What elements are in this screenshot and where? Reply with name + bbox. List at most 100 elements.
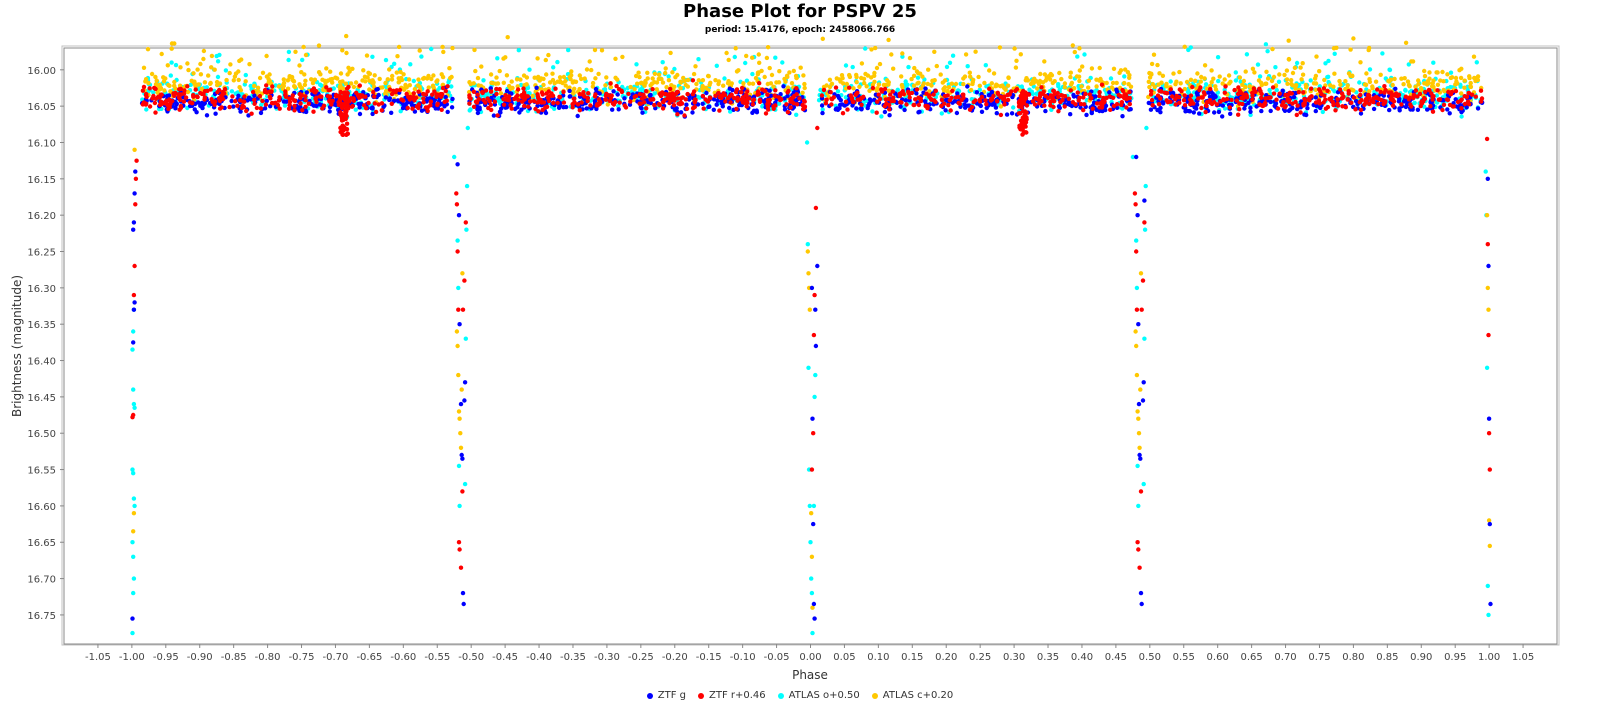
data-point [340,79,345,84]
data-point [970,81,975,87]
data-point [679,101,685,106]
data-point [1062,104,1067,109]
data-point [1259,103,1265,108]
eclipse-point [1484,136,1490,142]
data-point [1030,78,1035,84]
data-point [783,79,788,84]
data-point [1186,47,1191,53]
data-point [673,91,679,97]
data-point [157,82,162,88]
data-point [241,104,247,110]
data-point [1203,109,1208,115]
data-point [398,69,403,75]
data-point [788,105,793,110]
data-point [394,70,399,75]
data-point [870,85,876,91]
data-point [717,108,722,113]
data-point [797,96,802,101]
data-point [776,95,782,100]
data-point [178,105,184,111]
data-point [300,57,305,63]
data-point [1090,106,1095,111]
data-point [170,98,175,104]
data-point [1294,112,1300,118]
data-point [971,99,976,105]
data-point [873,45,878,51]
data-point [1289,91,1295,96]
data-point [1057,70,1062,76]
data-point [1338,82,1343,87]
eclipse-point [133,169,138,174]
data-point [258,106,263,111]
data-point [341,90,346,96]
data-point [1450,104,1456,109]
data-point [568,77,573,82]
eclipse-point [1140,398,1146,403]
data-point [1472,75,1477,81]
data-point [969,87,974,93]
data-point [648,83,653,88]
data-point [643,80,648,86]
data-point [587,59,592,64]
data-point [475,92,480,97]
data-point [509,79,514,84]
data-point [1149,61,1155,67]
data-point [214,53,219,59]
x-tick-label: 0.40 [1071,652,1093,663]
eclipse-point [130,616,135,621]
legend: ZTF g ZTF r+0.46 ATLAS o+0.50 ATLAS c+0.20 [0,690,1600,701]
eclipse-point [130,630,135,636]
data-point [492,99,498,104]
data-point [1017,111,1023,116]
data-point [1118,94,1123,99]
data-point [997,45,1003,50]
data-point [1047,89,1053,94]
data-point [340,132,345,137]
eclipse-point [1134,285,1140,291]
data-point [1164,91,1170,96]
data-point [1409,59,1414,64]
data-point [571,91,576,96]
data-point [143,102,149,107]
data-point [1351,36,1356,41]
data-point [236,93,241,99]
data-point [666,78,672,83]
data-point [731,95,737,101]
eclipse-point [1132,191,1138,196]
data-point [208,81,213,87]
data-point [1265,49,1270,54]
data-point [1392,76,1397,82]
data-point [907,91,912,97]
data-point [820,36,825,41]
data-point [1019,94,1024,99]
data-point [732,54,737,60]
data-point [577,73,582,78]
data-point [370,111,375,117]
data-point [1170,94,1175,99]
data-point [915,75,921,80]
data-point [700,86,705,91]
data-point [675,112,680,117]
data-point [476,96,482,102]
data-point [743,60,748,66]
eclipse-point [464,183,470,189]
data-point [983,98,988,103]
data-point [1042,59,1047,64]
data-point [155,94,161,100]
data-point [851,86,856,91]
data-point [925,104,930,109]
data-point [794,75,799,81]
data-point [1250,97,1255,102]
data-point [292,103,297,109]
data-point [859,75,864,81]
data-point [1311,81,1317,86]
data-point [611,102,617,107]
eclipse-point [1135,409,1140,414]
data-point [1146,79,1152,85]
data-point [1285,98,1290,103]
data-point [628,99,633,104]
data-point [827,77,833,83]
data-point [672,98,677,103]
data-point [370,54,375,59]
data-point [656,102,662,107]
